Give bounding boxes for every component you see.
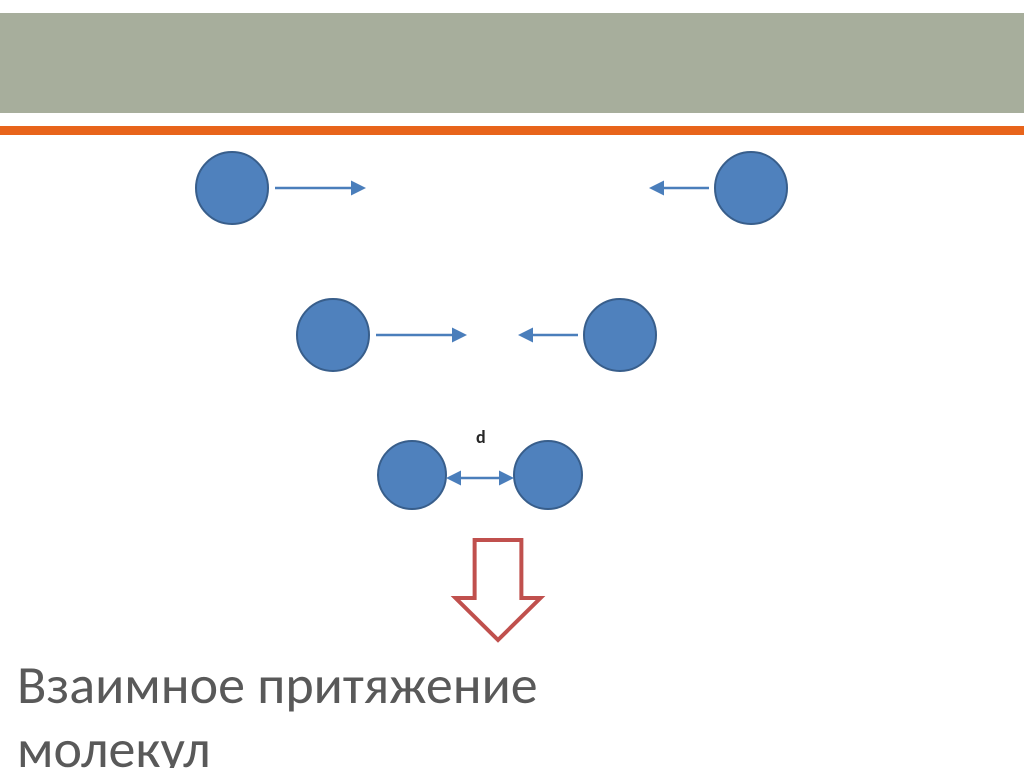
distance-label: d: [476, 426, 486, 448]
molecule-circle: [584, 299, 656, 371]
molecule-circle: [514, 441, 582, 509]
molecule-circle: [297, 299, 369, 371]
slide-stage: d Взаимное притяжение молекул: [0, 0, 1024, 768]
slide-title-line1: Взаимное притяжение: [17, 652, 538, 718]
slide-title-line2: молекул: [17, 716, 211, 768]
molecule-circle: [378, 441, 446, 509]
down-arrow-outline: [456, 540, 541, 640]
molecule-circle: [196, 152, 268, 224]
molecule-circle: [715, 152, 787, 224]
